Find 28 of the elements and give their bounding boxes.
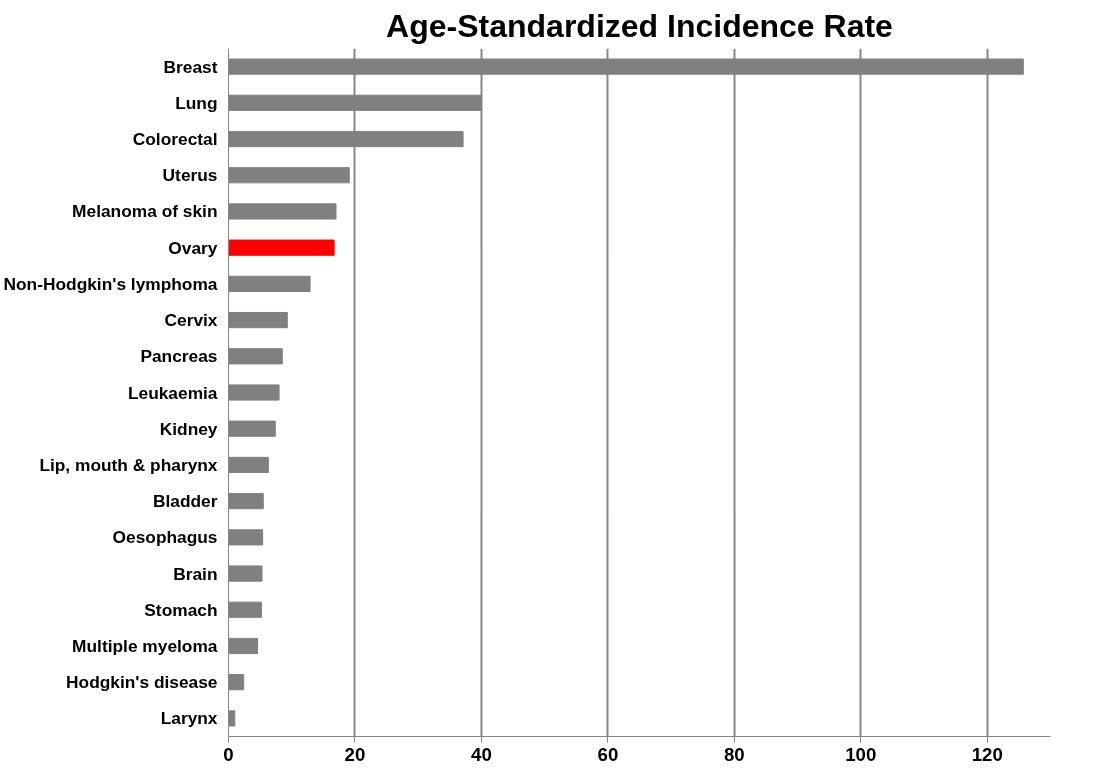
y-tick-label: Hodgkin's disease bbox=[66, 672, 218, 693]
y-tick-label: Oesophagus bbox=[112, 527, 218, 548]
y-tick-label: Lung bbox=[175, 92, 218, 113]
x-tick-label: 80 bbox=[723, 743, 745, 765]
x-tick-label: 60 bbox=[597, 743, 619, 765]
y-tick-label: Uterus bbox=[162, 165, 218, 186]
x-tick-label: 100 bbox=[845, 743, 877, 765]
y-tick-label: Breast bbox=[163, 56, 218, 77]
y-tick-label: Melanoma of skin bbox=[72, 201, 218, 222]
bar bbox=[228, 239, 335, 256]
y-tick-label: Pancreas bbox=[140, 346, 218, 367]
y-tick-label: Cervix bbox=[164, 310, 218, 331]
y-tick-label: Larynx bbox=[160, 708, 218, 729]
x-tick-label: 120 bbox=[971, 743, 1003, 765]
y-tick-label: Ovary bbox=[168, 237, 218, 258]
y-tick-label: Brain bbox=[173, 563, 218, 584]
y-tick-label: Multiple myeloma bbox=[72, 635, 218, 656]
y-tick-label: Colorectal bbox=[132, 129, 218, 150]
y-tick-label: Stomach bbox=[144, 599, 218, 620]
y-tick-label: Bladder bbox=[152, 491, 218, 512]
x-tick-label: 40 bbox=[471, 743, 492, 765]
y-tick-label: Kidney bbox=[159, 418, 218, 439]
chart-title: Age-Standardized Incidence Rate bbox=[386, 7, 893, 44]
x-tick-label: 0 bbox=[223, 743, 234, 765]
x-tick-label: 20 bbox=[344, 743, 366, 765]
y-tick-label: Leukaemia bbox=[127, 382, 218, 403]
y-tick-label: Lip, mouth & pharynx bbox=[39, 454, 218, 475]
y-tick-label: Non-Hodgkin's lymphoma bbox=[3, 273, 218, 294]
